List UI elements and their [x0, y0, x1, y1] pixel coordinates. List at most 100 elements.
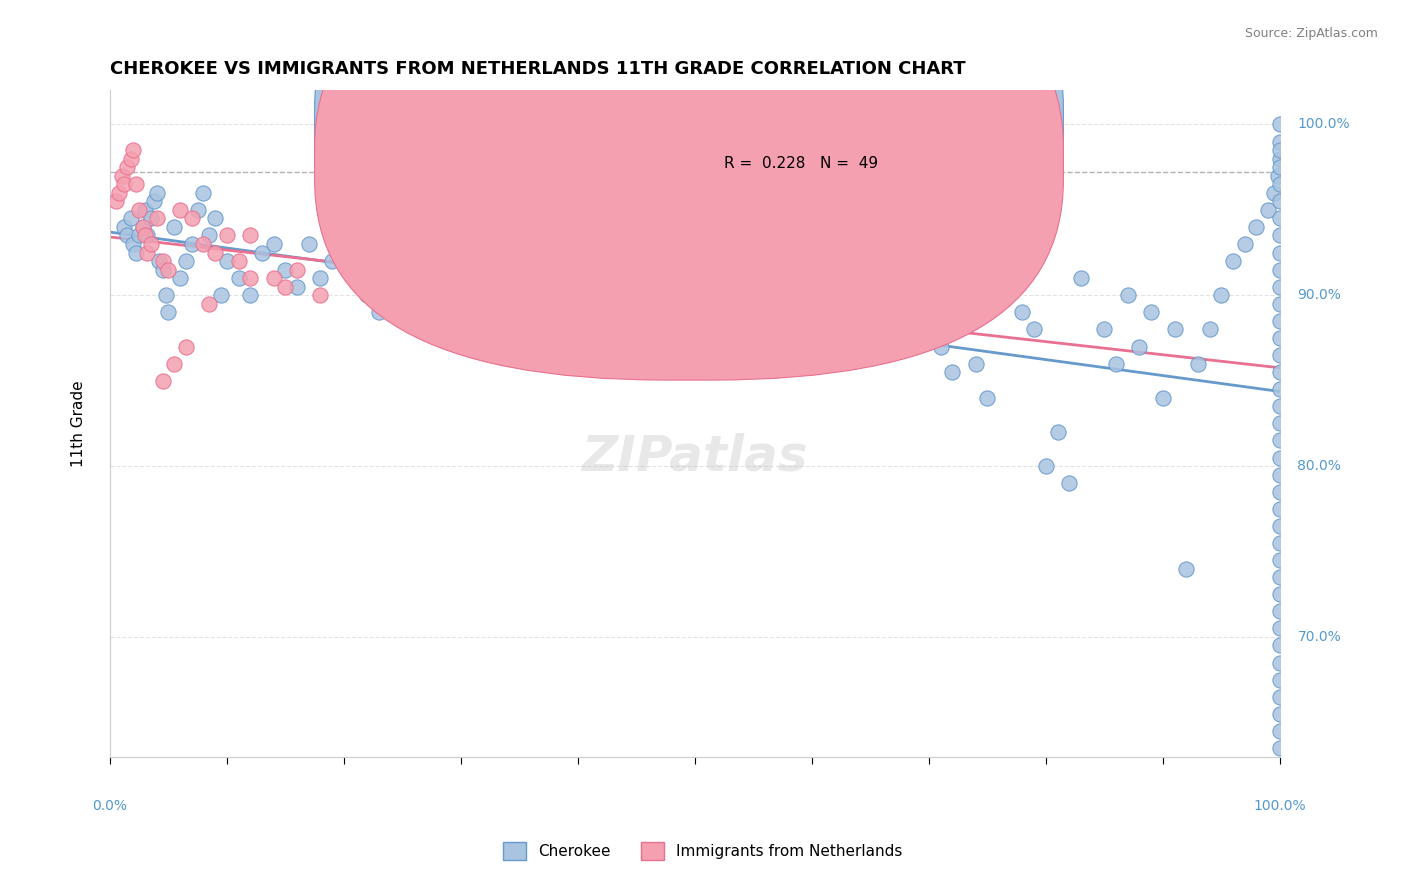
Point: [1268, 536, 1291, 550]
Point: [1268, 211, 1291, 226]
Point: [613, 237, 636, 252]
Point: [148, 254, 170, 268]
Point: [870, 271, 893, 285]
Point: [894, 305, 917, 319]
Point: [104, 194, 127, 209]
Point: [1268, 621, 1291, 635]
Point: [131, 219, 153, 234]
Point: [239, 271, 262, 285]
Point: [391, 271, 413, 285]
Point: [204, 211, 226, 226]
Point: [1268, 152, 1291, 166]
Point: [298, 237, 321, 252]
Point: [274, 279, 297, 293]
Point: [124, 245, 146, 260]
FancyBboxPatch shape: [637, 103, 1011, 230]
Point: [965, 357, 987, 371]
Point: [1268, 484, 1291, 499]
Point: [1268, 118, 1291, 132]
Point: [1011, 305, 1033, 319]
Point: [508, 322, 530, 336]
Point: [661, 288, 683, 302]
Text: 0.0%: 0.0%: [93, 799, 128, 814]
Text: 70.0%: 70.0%: [1298, 630, 1341, 644]
Point: [543, 288, 565, 302]
Point: [496, 271, 519, 285]
Point: [1233, 237, 1256, 252]
Point: [1268, 434, 1291, 448]
Point: [1268, 706, 1291, 721]
Point: [415, 279, 437, 293]
Point: [835, 279, 858, 293]
Point: [215, 254, 238, 268]
Point: [122, 143, 145, 157]
Point: [883, 288, 905, 302]
Point: [145, 211, 167, 226]
Point: [152, 254, 174, 268]
Point: [742, 305, 765, 319]
Text: 80.0%: 80.0%: [1298, 459, 1341, 473]
Point: [143, 194, 166, 209]
Text: 90.0%: 90.0%: [1298, 288, 1341, 302]
Point: [988, 288, 1011, 302]
Point: [112, 219, 135, 234]
Point: [1268, 178, 1291, 192]
Point: [1268, 262, 1291, 277]
Point: [765, 322, 787, 336]
Point: [637, 279, 659, 293]
Point: [131, 219, 153, 234]
Point: [122, 237, 145, 252]
Point: [1187, 357, 1209, 371]
Point: [169, 202, 191, 217]
Point: [187, 202, 209, 217]
Point: [157, 305, 180, 319]
Point: [1268, 143, 1291, 157]
Point: [1268, 690, 1291, 704]
Point: [152, 374, 174, 388]
Point: [250, 245, 273, 260]
Point: [450, 279, 472, 293]
Point: [117, 228, 139, 243]
Point: [859, 254, 882, 268]
Point: [637, 271, 659, 285]
Point: [1035, 459, 1057, 474]
Point: [356, 271, 378, 285]
Point: [813, 271, 835, 285]
Point: [472, 288, 495, 302]
Point: [1116, 288, 1139, 302]
Point: [120, 152, 142, 166]
Point: [155, 288, 177, 302]
Point: [1163, 322, 1185, 336]
Point: [707, 305, 730, 319]
Point: [228, 254, 250, 268]
Point: [567, 305, 589, 319]
Point: [1152, 391, 1174, 405]
Point: [239, 228, 262, 243]
Point: [918, 271, 941, 285]
Point: [110, 169, 132, 183]
Text: R = -0.041   N = 138: R = -0.041 N = 138: [724, 116, 883, 131]
Point: [174, 339, 197, 353]
Point: [718, 288, 741, 302]
Point: [263, 237, 285, 252]
Point: [180, 211, 202, 226]
Point: [309, 288, 332, 302]
Point: [683, 297, 706, 311]
Point: [1268, 279, 1291, 293]
Point: [128, 228, 150, 243]
Point: [1268, 450, 1291, 465]
Point: [976, 391, 998, 405]
Point: [163, 357, 186, 371]
Point: [117, 160, 139, 174]
Point: [520, 288, 543, 302]
Point: [1268, 194, 1291, 209]
Text: 100.0%: 100.0%: [1298, 118, 1350, 131]
Point: [136, 245, 159, 260]
Point: [1222, 254, 1244, 268]
Point: [1268, 656, 1291, 670]
Point: [180, 237, 202, 252]
Point: [333, 237, 356, 252]
Point: [1105, 357, 1128, 371]
Point: [1268, 382, 1291, 396]
Y-axis label: 11th Grade: 11th Grade: [72, 380, 86, 467]
